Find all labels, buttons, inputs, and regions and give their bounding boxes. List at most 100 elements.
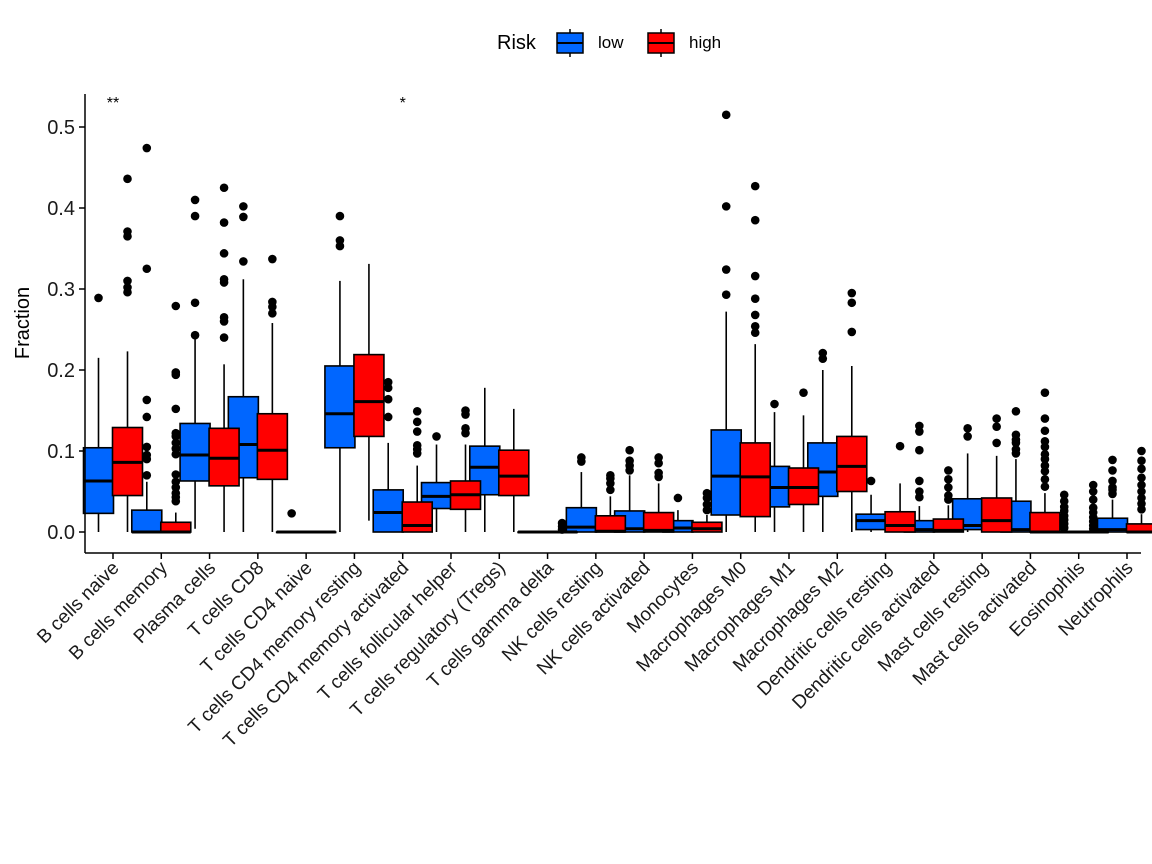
outlier-point (94, 293, 103, 303)
outlier-point (123, 174, 132, 184)
outlier-point (219, 249, 229, 258)
outlier-point (268, 309, 277, 318)
outlier-point (750, 271, 760, 281)
outlier-point (992, 414, 1001, 423)
box-high (159, 301, 192, 534)
legend: Risk low high (497, 29, 721, 57)
outlier-point (866, 476, 876, 486)
y-tick-label: 0.4 (47, 198, 75, 220)
box-iqr (710, 429, 743, 516)
outlier-point (1040, 436, 1050, 446)
outlier-point (1088, 503, 1098, 512)
outlier-point (963, 432, 972, 441)
outlier-point (412, 417, 422, 427)
outlier-point (1088, 495, 1098, 504)
outlier-point (847, 327, 857, 337)
box-iqr (372, 489, 405, 533)
box-high (1077, 480, 1110, 534)
outlier-point (335, 211, 345, 221)
outlier-point (190, 330, 200, 340)
outlier-point (190, 298, 200, 308)
box-low (710, 110, 743, 532)
outlier-point (1088, 487, 1098, 496)
outlier-point (1137, 456, 1146, 466)
outlier-point (1059, 496, 1069, 506)
outlier-point (1011, 430, 1021, 440)
outlier-point (1040, 475, 1050, 484)
outlier-point (915, 476, 924, 486)
outlier-point (1108, 466, 1117, 475)
box-high (1125, 446, 1152, 534)
box-low (275, 509, 308, 534)
box-high (208, 183, 240, 532)
box-high (497, 408, 530, 532)
outlier-point (335, 236, 345, 245)
outlier-point (1137, 480, 1146, 490)
y-tick-label: 0.3 (47, 279, 75, 301)
outlier-point (1137, 493, 1146, 503)
outlier-point (1137, 473, 1146, 483)
outlier-point (123, 276, 132, 286)
box-high (353, 263, 385, 521)
box-iqr (130, 509, 163, 533)
box-high (739, 181, 772, 532)
outlier-point (239, 257, 248, 266)
outlier-point (142, 395, 152, 405)
outlier-point (1040, 461, 1050, 470)
box-high (594, 471, 627, 533)
outlier-point (1011, 445, 1021, 454)
outlier-point (219, 274, 229, 284)
outlier-point (915, 421, 924, 431)
y-tick-label: 0.2 (47, 360, 75, 382)
box-high (932, 466, 965, 533)
box-low (951, 424, 984, 532)
box-high (304, 530, 337, 534)
outlier-point (818, 348, 828, 358)
outlier-point (847, 288, 857, 298)
box-low (324, 211, 356, 532)
outlier-point (123, 227, 132, 236)
y-axis: 0.0 0.1 0.2 0.3 0.4 0.5 (47, 94, 86, 553)
x-tick-label: B cells naive (33, 558, 123, 648)
outlier-point (171, 438, 181, 448)
outlier-point (383, 412, 393, 422)
box-low (565, 453, 598, 533)
outlier-point (721, 290, 731, 299)
outlier-point (1040, 414, 1050, 423)
outlier-point (239, 212, 248, 222)
box-low (130, 143, 163, 534)
y-tick-label: 0.1 (47, 441, 75, 463)
box-high (980, 414, 1013, 533)
box-high (401, 407, 434, 533)
box-low (1096, 455, 1129, 533)
box-high (256, 254, 289, 532)
outlier-point (219, 183, 229, 193)
legend-entry-low: low (556, 29, 624, 57)
box-high (884, 441, 916, 533)
outlier-point (142, 442, 152, 452)
outlier-point (750, 328, 760, 338)
box-iqr (594, 514, 627, 533)
box-iqr (401, 501, 434, 533)
outlier-point (171, 470, 181, 479)
outlier-point (432, 432, 441, 441)
outlier-point (847, 298, 857, 308)
box-low (372, 377, 405, 533)
series-low (82, 110, 1129, 534)
outlier-point (750, 321, 760, 331)
box-high (1029, 388, 1061, 534)
outlier-point (673, 493, 683, 503)
box-iqr (739, 442, 772, 518)
outlier-point (625, 445, 634, 455)
outlier-point (142, 264, 152, 274)
outlier-point (461, 424, 470, 433)
outlier-point (625, 456, 634, 466)
outlier-point (383, 377, 393, 387)
box-iqr (835, 435, 868, 493)
box-iqr (642, 511, 675, 533)
outlier-point (239, 202, 248, 211)
outlier-point (944, 466, 953, 475)
outlier-point (654, 468, 663, 478)
outlier-point (142, 143, 152, 153)
